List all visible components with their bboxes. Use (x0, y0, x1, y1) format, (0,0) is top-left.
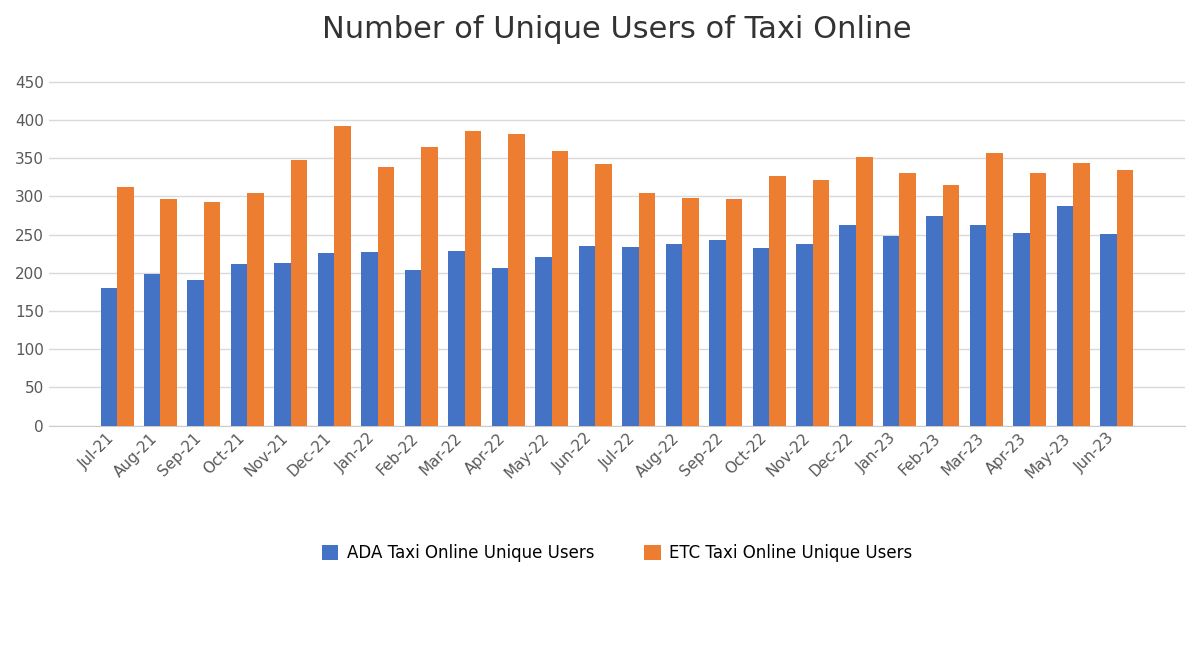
Title: Number of Unique Users of Taxi Online: Number of Unique Users of Taxi Online (322, 15, 912, 44)
Bar (361, 252, 378, 426)
Bar (378, 166, 395, 426)
Bar (290, 160, 307, 426)
Bar (1117, 170, 1133, 426)
Bar (638, 192, 655, 426)
Bar (1013, 233, 1030, 426)
Bar (622, 246, 638, 426)
Bar (926, 216, 943, 426)
Bar (247, 192, 264, 426)
Bar (421, 147, 438, 426)
Bar (970, 224, 986, 426)
Bar (552, 150, 569, 426)
Bar (752, 248, 769, 426)
Legend: ADA Taxi Online Unique Users, ETC Taxi Online Unique Users: ADA Taxi Online Unique Users, ETC Taxi O… (322, 544, 912, 562)
Bar (812, 180, 829, 426)
Bar (1073, 163, 1090, 426)
Bar (796, 244, 812, 426)
Bar (578, 246, 595, 426)
Bar (986, 153, 1003, 426)
Bar (144, 275, 161, 426)
Bar (230, 264, 247, 426)
Bar (769, 176, 786, 426)
Bar (1100, 234, 1117, 426)
Bar (187, 281, 204, 426)
Bar (464, 131, 481, 426)
Bar (204, 202, 221, 426)
Bar (161, 200, 178, 426)
Bar (900, 174, 916, 426)
Bar (726, 200, 742, 426)
Bar (595, 164, 612, 426)
Bar (682, 198, 698, 426)
Bar (943, 185, 960, 426)
Bar (856, 158, 872, 426)
Bar (492, 268, 509, 426)
Bar (1030, 174, 1046, 426)
Bar (275, 263, 290, 426)
Bar (509, 134, 524, 426)
Bar (101, 288, 118, 426)
Bar (118, 187, 133, 426)
Bar (449, 250, 464, 426)
Bar (335, 126, 350, 426)
Bar (535, 257, 552, 426)
Bar (883, 236, 900, 426)
Bar (1057, 206, 1073, 426)
Bar (404, 270, 421, 426)
Bar (666, 244, 682, 426)
Bar (840, 224, 856, 426)
Bar (318, 253, 335, 426)
Bar (709, 240, 726, 426)
